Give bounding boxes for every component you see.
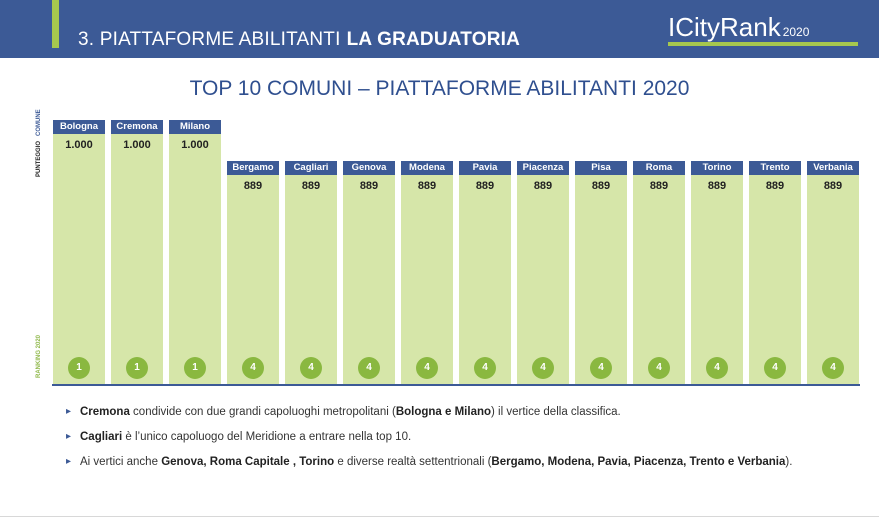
score-value: 889 [591,180,611,192]
city-label: Modena [401,161,453,175]
score-value: 889 [533,180,553,192]
score-value: 889 [359,180,379,192]
bar-piacenza [517,161,569,384]
chart-baseline [52,384,860,386]
rank-badge: 4 [706,357,728,379]
bar-roma [633,161,685,384]
city-label: Roma [633,161,685,175]
score-value: 889 [417,180,437,192]
bar-bologna [53,120,105,384]
city-label: Cremona [111,120,163,134]
note-item: Cagliari è l’unico capoluogo del Meridio… [66,429,856,445]
note-item: Ai vertici anche Genova, Roma Capitale ,… [66,454,856,470]
rank-badge: 4 [764,357,786,379]
section-label: 3. PIATTAFORME ABILITANTI [78,29,341,50]
section-title: 3. PIATTAFORME ABILITANTI LA GRADUATORIA [78,29,520,51]
chart-title: TOP 10 COMUNI – PIATTAFORME ABILITANTI 2… [189,77,690,100]
rank-badge: 4 [590,357,612,379]
city-label: Torino [691,161,743,175]
footer-divider [0,516,879,517]
rank-badge: 4 [300,357,322,379]
bar-trento [749,161,801,384]
rank-badge: 4 [358,357,380,379]
score-value: 889 [301,180,321,192]
rank-badge: 1 [184,357,206,379]
bar-pisa [575,161,627,384]
rank-badge: 4 [242,357,264,379]
bar-cremona [111,120,163,384]
score-value: 1.000 [123,139,151,151]
rank-badge: 4 [474,357,496,379]
rank-badge: 1 [68,357,90,379]
logo-text: ICityRank [668,12,781,42]
header-accent-stripe [52,0,59,48]
logo-underline [668,42,858,46]
score-value: 889 [649,180,669,192]
bar-milano [169,120,221,384]
note-item: Cremona condivide con due grandi capoluo… [66,404,856,420]
score-value: 889 [823,180,843,192]
bar-verbania [807,161,859,384]
bar-torino [691,161,743,384]
score-value: 1.000 [181,139,209,151]
bar-modena [401,161,453,384]
score-value: 1.000 [65,139,93,151]
header-bar: 3. PIATTAFORME ABILITANTI LA GRADUATORIA … [0,0,879,58]
bar-genova [343,161,395,384]
city-label: Genova [343,161,395,175]
city-label: Bergamo [227,161,279,175]
city-label: Milano [169,120,221,134]
city-label: Trento [749,161,801,175]
rank-badge: 1 [126,357,148,379]
city-label: Piacenza [517,161,569,175]
notes-list: Cremona condivide con due grandi capoluo… [66,404,856,479]
city-label: Pisa [575,161,627,175]
icityrank-logo: ICityRank 2020 [668,12,809,43]
logo-year: 2020 [782,25,810,39]
score-value: 889 [707,180,727,192]
rank-badge: 4 [822,357,844,379]
city-label: Bologna [53,120,105,134]
score-value: 889 [765,180,785,192]
bar-cagliari [285,161,337,384]
city-label: Verbania [807,161,859,175]
rank-badge: 4 [416,357,438,379]
rank-badge: 4 [648,357,670,379]
rank-badge: 4 [532,357,554,379]
bar-bergamo [227,161,279,384]
bar-pavia [459,161,511,384]
city-label: Pavia [459,161,511,175]
subsection-label: LA GRADUATORIA [346,29,521,50]
score-value: 889 [243,180,263,192]
city-label: Cagliari [285,161,337,175]
score-value: 889 [475,180,495,192]
